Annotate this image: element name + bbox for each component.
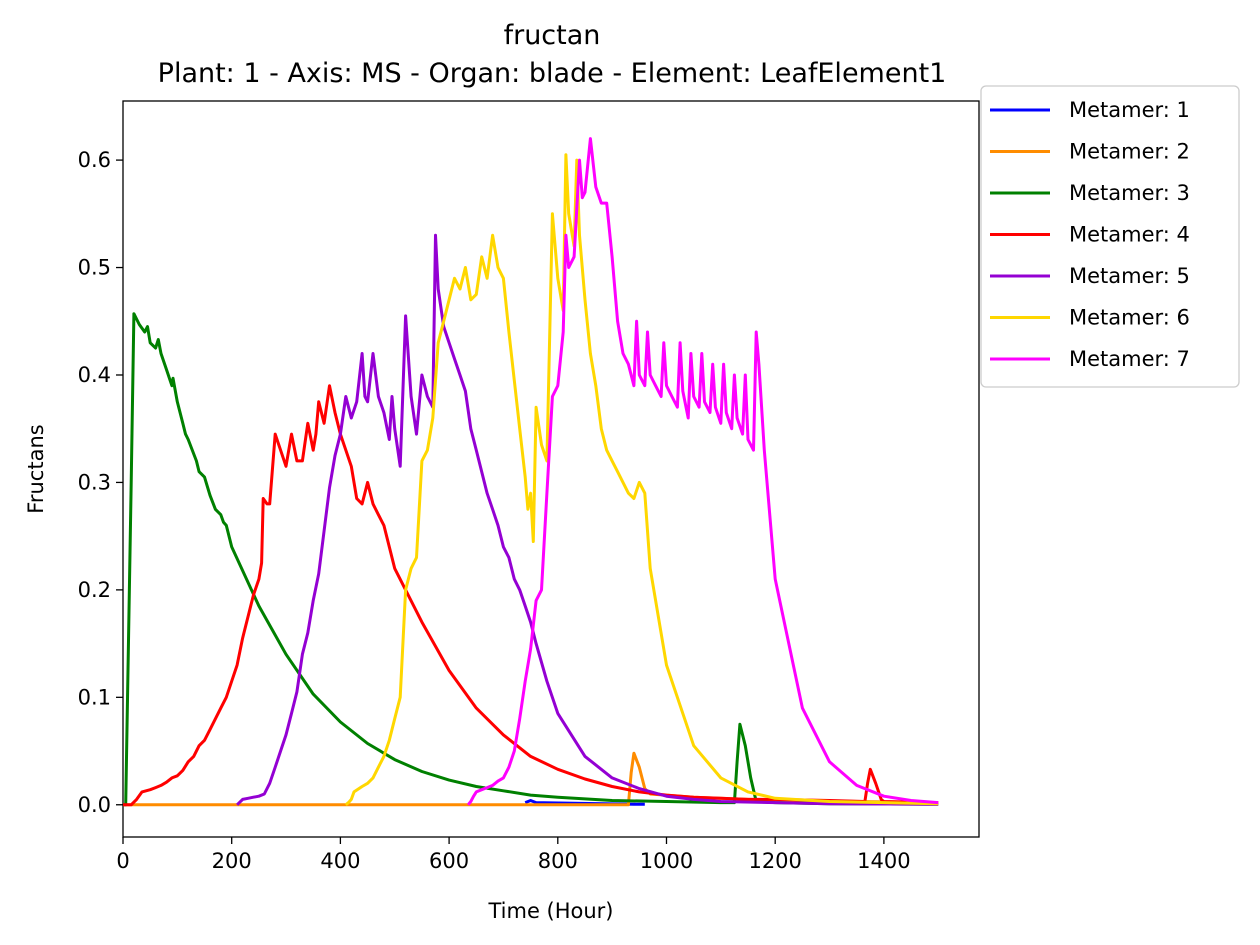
legend-label-metamer-4: Metamer: 4 (1069, 223, 1190, 247)
x-tick-label: 800 (538, 849, 578, 873)
legend-label-metamer-3: Metamer: 3 (1069, 181, 1190, 205)
series-line-metamer-1 (524, 799, 645, 806)
series-layer (123, 137, 939, 807)
plot-area: 0 200 400 600 800 1000 1200 1400 0.00.10.20.30.… (78, 100, 980, 873)
series-line-metamer-4 (123, 384, 939, 807)
y-tick-label: 0.3 (78, 470, 111, 494)
y-axis-label: Fructans (24, 424, 48, 513)
plot-frame (122, 100, 980, 838)
x-tick-label: 200 (212, 849, 252, 873)
series-line-metamer-3 (123, 312, 939, 807)
x-axis-label: Time (Hour) (487, 899, 613, 923)
legend-label-metamer-1: Metamer: 1 (1069, 98, 1190, 122)
y-tick-label: 0.0 (78, 793, 111, 817)
legend-label-metamer-7: Metamer: 7 (1069, 347, 1190, 371)
series-line-metamer-2 (123, 751, 939, 807)
series-line-metamer-7 (466, 137, 939, 806)
x-tick-label: 0 (116, 849, 129, 873)
x-tick-label: 1200 (748, 849, 801, 873)
y-tick-label: 0.5 (78, 256, 111, 280)
legend: Metamer: 1 Metamer: 2 Metamer: 3 Metamer: 4… (980, 85, 1240, 388)
legend-frame (980, 85, 1240, 388)
y-tick-label: 0.1 (78, 685, 111, 709)
legend-label-metamer-5: Metamer: 5 (1069, 264, 1190, 288)
x-tick-label: 600 (429, 849, 469, 873)
chart-subtitle: Plant: 1 - Axis: MS - Organ: blade - Ele… (158, 58, 947, 89)
y-tick-label: 0.2 (78, 578, 111, 602)
y-axis: 0.0 0.1 0.2 0.3 0.4 0.5 0.6 (78, 148, 123, 817)
chart-title: fructan (504, 20, 601, 51)
legend-label-metamer-6: Metamer: 6 (1069, 306, 1190, 330)
x-axis: 0 200 400 600 800 1000 1200 1400 (116, 837, 911, 873)
legend-label-metamer-2: Metamer: 2 (1069, 140, 1190, 164)
x-tick-label: 1400 (857, 849, 910, 873)
series-line-metamer-6 (344, 153, 939, 806)
x-tick-label: 1000 (640, 849, 693, 873)
x-tick-label: 400 (320, 849, 360, 873)
y-tick-label: 0.6 (78, 148, 111, 172)
y-tick-label: 0.4 (78, 363, 111, 387)
